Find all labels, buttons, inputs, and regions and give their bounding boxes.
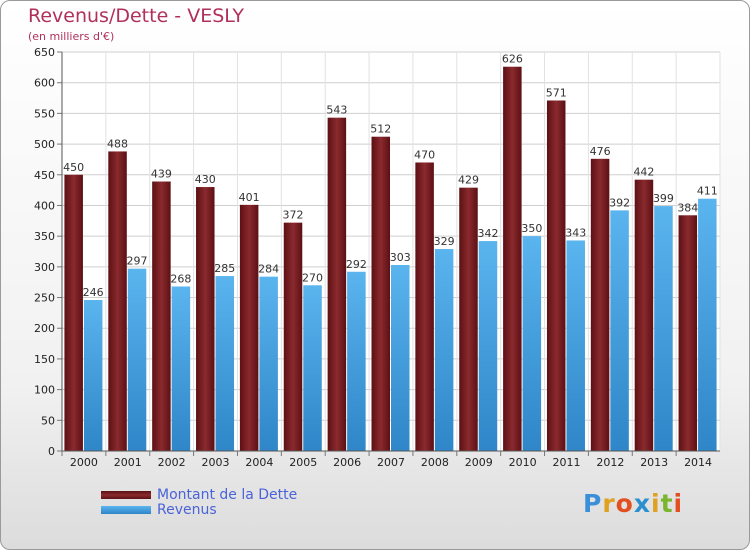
x-tick-label-2013: 2013 — [640, 456, 668, 469]
bar-revenus-2004 — [259, 276, 278, 451]
x-tick-label-2014: 2014 — [684, 456, 712, 469]
data-label-dette-2001: 488 — [107, 137, 128, 150]
x-tick-label-2000: 2000 — [70, 456, 98, 469]
data-label-revenus-2010: 350 — [521, 222, 542, 235]
bar-dette-2014 — [678, 215, 698, 451]
data-label-revenus-2013: 399 — [653, 192, 674, 205]
data-label-dette-2010: 626 — [502, 53, 523, 66]
bar-dette-2003 — [196, 187, 215, 452]
proxiti-logo: Proxiti — [583, 489, 684, 518]
data-label-revenus-2004: 284 — [258, 263, 279, 276]
data-label-revenus-2011: 343 — [565, 226, 586, 239]
data-label-dette-2006: 543 — [326, 104, 347, 117]
bar-revenus-2012 — [610, 210, 629, 451]
bar-revenus-2006 — [347, 271, 366, 451]
y-tick-label: 350 — [34, 230, 55, 243]
bar-revenus-2007 — [391, 265, 410, 451]
x-tick-label-2001: 2001 — [114, 456, 142, 469]
legend-swatch-dette — [101, 491, 151, 499]
bar-revenus-2010 — [522, 236, 542, 451]
data-label-revenus-2001: 297 — [127, 255, 148, 268]
chart-subtitle: (en milliers d'€) — [28, 30, 115, 43]
y-tick-label: 650 — [34, 46, 55, 59]
data-label-revenus-2003: 285 — [214, 262, 235, 275]
bar-revenus-2001 — [127, 268, 147, 451]
bar-dette-2002 — [152, 181, 171, 451]
bar-dette-2010 — [503, 66, 522, 452]
bar-revenus-2013 — [654, 206, 673, 451]
bar-dette-2004 — [239, 204, 259, 451]
y-tick-label: 450 — [34, 169, 55, 182]
data-label-dette-2005: 372 — [283, 209, 304, 222]
bar-dette-2006 — [327, 117, 347, 451]
data-label-revenus-2009: 342 — [477, 227, 498, 240]
bar-dette-2001 — [108, 151, 127, 452]
bar-dette-2009 — [459, 187, 478, 451]
bar-revenus-2011 — [566, 240, 585, 451]
y-tick-label: 550 — [34, 107, 55, 120]
bar-dette-2011 — [546, 100, 566, 452]
bar-dette-2007 — [371, 136, 390, 452]
data-label-dette-2004: 401 — [239, 191, 260, 204]
y-tick-label: 200 — [34, 322, 55, 335]
bar-dette-2013 — [634, 179, 654, 451]
data-label-revenus-2008: 329 — [434, 235, 455, 248]
y-tick-label: 250 — [34, 292, 55, 305]
x-tick-label-2005: 2005 — [289, 456, 317, 469]
x-tick-label-2006: 2006 — [333, 456, 361, 469]
bar-revenus-2003 — [215, 276, 235, 451]
bar-dette-2005 — [283, 222, 303, 451]
bar-revenus-2014 — [698, 198, 717, 451]
bar-dette-2008 — [415, 162, 434, 451]
data-label-dette-2008: 470 — [414, 148, 435, 161]
y-tick-label: 150 — [34, 353, 55, 366]
y-tick-label: 400 — [34, 199, 55, 212]
bar-dette-2012 — [590, 158, 610, 451]
y-tick-label: 100 — [34, 384, 55, 397]
y-tick-label: 600 — [34, 77, 55, 90]
data-label-dette-2013: 442 — [633, 166, 654, 179]
data-label-dette-2003: 430 — [195, 173, 216, 186]
x-tick-label-2010: 2010 — [509, 456, 537, 469]
data-label-revenus-2014: 411 — [697, 185, 718, 198]
data-label-dette-2000: 450 — [63, 161, 84, 174]
data-label-dette-2011: 571 — [546, 86, 567, 99]
bar-revenus-2005 — [303, 285, 322, 451]
x-tick-label-2007: 2007 — [377, 456, 405, 469]
x-tick-label-2002: 2002 — [158, 456, 186, 469]
x-tick-label-2012: 2012 — [596, 456, 624, 469]
y-tick-label: 50 — [41, 414, 55, 427]
data-label-dette-2007: 512 — [370, 123, 391, 136]
x-tick-label-2011: 2011 — [552, 456, 580, 469]
bar-revenus-2000 — [83, 299, 103, 451]
data-label-dette-2002: 439 — [151, 168, 172, 181]
bar-revenus-2009 — [478, 241, 498, 451]
data-label-dette-2009: 429 — [458, 174, 479, 187]
data-label-revenus-2006: 292 — [346, 258, 367, 271]
x-tick-label-2004: 2004 — [245, 456, 273, 469]
chart-title: Revenus/Dette - VESLY — [28, 5, 244, 27]
data-label-dette-2014: 384 — [677, 201, 698, 214]
y-tick-label: 300 — [34, 261, 55, 274]
data-label-dette-2012: 476 — [590, 145, 611, 158]
data-label-revenus-2002: 268 — [170, 272, 191, 285]
bar-revenus-2002 — [171, 286, 191, 451]
legend-swatch-revenus — [101, 506, 151, 514]
bar-dette-2000 — [64, 174, 83, 451]
y-tick-label: 500 — [34, 138, 55, 151]
legend-label-revenus: Revenus — [157, 502, 217, 518]
data-label-revenus-2012: 392 — [609, 196, 630, 209]
legend-label-dette: Montant de la Dette — [157, 487, 298, 503]
x-tick-label-2008: 2008 — [421, 456, 449, 469]
bar-revenus-2008 — [434, 249, 454, 451]
data-label-revenus-2007: 303 — [390, 251, 411, 264]
data-label-revenus-2005: 270 — [302, 271, 323, 284]
x-tick-label-2009: 2009 — [465, 456, 493, 469]
x-tick-label-2003: 2003 — [202, 456, 230, 469]
data-label-revenus-2000: 246 — [83, 286, 104, 299]
y-tick-label: 0 — [48, 445, 55, 458]
